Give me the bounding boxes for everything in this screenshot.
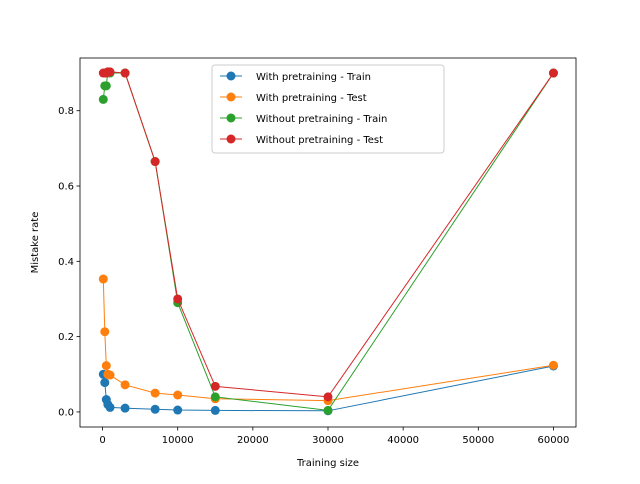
series-2-point [120,380,130,390]
legend-label: With pretraining - Test [256,93,367,104]
x-axis-ticks: 0 10000 20000 30000 40000 50000 60000 [99,427,569,446]
legend-item: With pretraining - Test [220,92,367,104]
series-4-point [210,381,220,391]
x-tick-label: 0 [99,435,105,446]
series-1-point [105,402,115,412]
legend-label: Without pretraining - Train [256,114,387,125]
y-tick-label: 0.4 [58,257,74,268]
legend-marker [226,92,236,102]
x-tick-label: 60000 [538,435,570,446]
legend-item: Without pretraining - Test [220,134,383,146]
series-4-point [173,294,183,304]
series-1-point [150,404,160,414]
series-2-point [105,370,115,380]
series-2-point [150,388,160,398]
x-tick-label: 10000 [162,435,194,446]
legend-box [211,64,445,154]
y-axis-label: Mistake rate [30,212,41,274]
x-tick-label: 50000 [462,435,494,446]
legend: With pretraining - Train With pretraining… [211,64,445,154]
series-1-point [120,403,130,413]
series-2-point [101,361,111,371]
series-2-point [100,327,110,337]
y-tick-label: 0.8 [58,106,74,117]
series-1-point [173,405,183,415]
y-axis-ticks: 0.0 0.2 0.4 0.6 0.8 [58,106,80,418]
x-tick-label: 30000 [312,435,344,446]
y-tick-label: 0.0 [58,407,74,418]
legend-item: With pretraining - Train [220,71,371,83]
x-tick-label: 20000 [237,435,269,446]
series-2-point [173,390,183,400]
legend-item: Without pretraining - Train [220,113,387,125]
y-tick-label: 0.2 [58,332,74,343]
series-3-point [98,94,108,104]
legend-label: With pretraining - Train [256,72,371,83]
series-2-point [98,274,108,284]
series-layer [98,67,558,416]
y-tick-label: 0.6 [58,182,74,193]
legend-marker [226,113,236,123]
series-4-point [150,157,160,167]
series-2-point [548,360,558,370]
series-4-point [548,68,558,78]
legend-marker [226,134,236,144]
x-tick-label: 40000 [387,435,419,446]
series-3-point [323,405,333,415]
series-4-point [323,392,333,402]
legend-marker [226,71,236,81]
series-1-point [100,378,110,388]
series-3-point [101,81,111,91]
series-1-point [210,405,220,415]
series-3-point [210,392,220,402]
x-axis-label: Training size [296,458,359,469]
series-4 [98,67,558,402]
legend-label: Without pretraining - Test [256,135,383,146]
series-4-point [120,68,130,78]
series-4-point [105,67,115,77]
